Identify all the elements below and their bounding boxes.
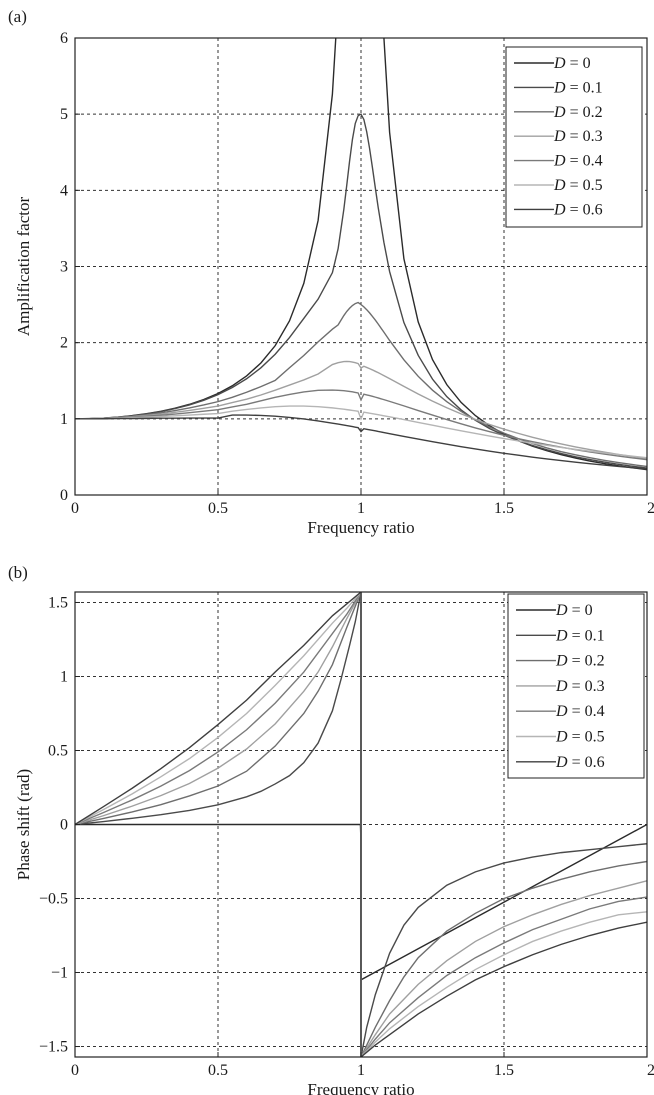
legend-entry: D = 0.1 — [553, 79, 603, 96]
y-tick-label: 2 — [60, 335, 68, 352]
y-tick-label: 0 — [60, 487, 68, 504]
x-tick-label: 2 — [647, 500, 654, 517]
series-line-d-0-3 — [75, 592, 647, 1057]
legend-entry: D = 0.4 — [555, 703, 605, 720]
legend-entry: D = 0.3 — [553, 128, 603, 145]
legend-entry-symbol: D — [553, 104, 566, 121]
series-line-d-0-6 — [75, 414, 647, 470]
y-axis-label: Phase shift (rad) — [14, 769, 33, 880]
legend-entry-symbol: D — [553, 55, 566, 72]
series-group — [75, 592, 647, 1057]
legend-entry-value: = 0.1 — [566, 79, 603, 96]
legend-entry-value: = 0.6 — [568, 754, 605, 771]
y-tick-label: 5 — [60, 106, 68, 123]
legend-entry-symbol: D — [555, 602, 568, 619]
x-axis-label: Frequency ratio — [307, 518, 414, 537]
legend-entry-value: = 0.5 — [566, 177, 603, 194]
legend-entry-symbol: D — [555, 627, 568, 644]
y-tick-label: −0.5 — [39, 891, 68, 908]
legend-entry-symbol: D — [553, 201, 566, 218]
legend-entry: D = 0 — [555, 602, 593, 619]
series-line-d-0-6 — [75, 592, 647, 1057]
legend-entry-symbol: D — [555, 703, 568, 720]
y-tick-label: 1.5 — [48, 594, 68, 611]
legend-entry-symbol: D — [555, 678, 568, 695]
legend-entry-value: = 0.3 — [566, 128, 603, 145]
legend-entry-symbol: D — [555, 729, 568, 746]
x-tick-label: 0 — [71, 1062, 79, 1079]
x-tick-label: 0.5 — [208, 1062, 228, 1079]
legend: D = 0D = 0.1D = 0.2D = 0.3D = 0.4D = 0.5… — [505, 46, 643, 228]
legend-entry-value: = 0 — [566, 55, 591, 72]
legend-entry: D = 0 — [553, 55, 591, 72]
legend-entry: D = 0.2 — [555, 653, 605, 670]
panel-label: (b) — [8, 563, 28, 582]
legend-entry-value: = 0.5 — [568, 729, 605, 746]
legend-entry-symbol: D — [555, 653, 568, 670]
legend-entry: D = 0.2 — [553, 104, 603, 121]
y-tick-label: −1.5 — [39, 1039, 68, 1056]
y-tick-label: 0 — [60, 817, 68, 834]
legend-entry: D = 0.5 — [555, 729, 605, 746]
legend-entry-symbol: D — [553, 177, 566, 194]
legend-entry-symbol: D — [553, 128, 566, 145]
series-line-d-0-5 — [75, 405, 647, 459]
x-tick-label: 0 — [71, 500, 79, 517]
y-axis-label: Amplification factor — [14, 197, 33, 337]
legend-box — [505, 46, 643, 228]
legend-entry-value: = 0.2 — [568, 653, 605, 670]
series-line-d-0-1 — [75, 592, 647, 1057]
legend-entry: D = 0.6 — [553, 201, 603, 218]
legend-entry: D = 0.3 — [555, 678, 605, 695]
series-line-d-0-4 — [75, 389, 647, 461]
x-tick-label: 1.5 — [494, 1062, 514, 1079]
legend-entry: D = 0.5 — [553, 177, 603, 194]
legend-entry-value: = 0.6 — [566, 201, 603, 218]
x-tick-label: 0.5 — [208, 500, 228, 517]
legend-entry-symbol: D — [553, 153, 566, 170]
legend-entry: D = 0.1 — [555, 627, 605, 644]
legend-entry-value: = 0.4 — [568, 703, 605, 720]
legend: D = 0D = 0.1D = 0.2D = 0.3D = 0.4D = 0.5… — [507, 593, 645, 779]
legend-entry-value: = 0 — [568, 602, 593, 619]
series-group — [75, 38, 647, 471]
x-tick-label: 1.5 — [494, 500, 514, 517]
legend-entry: D = 0.6 — [555, 754, 605, 771]
y-tick-label: 0.5 — [48, 742, 68, 759]
legend-entry-value: = 0.3 — [568, 678, 605, 695]
x-tick-label: 1 — [357, 500, 365, 517]
y-tick-label: −1 — [51, 965, 68, 982]
x-tick-label: 2 — [647, 1062, 654, 1079]
x-tick-label: 1 — [357, 1062, 365, 1079]
legend-entry-value: = 0.1 — [568, 627, 605, 644]
panel-label: (a) — [8, 7, 27, 26]
y-tick-label: 4 — [60, 182, 68, 199]
chart-panel-b: (b) 0 0.5 1 1.5 2 1.5 1 0.5 0 −0.5 −1 −1.5 Frequency … — [8, 563, 654, 1095]
legend-entry-symbol: D — [553, 79, 566, 96]
legend-entry-value: = 0.4 — [566, 153, 603, 170]
y-tick-label: 1 — [60, 668, 68, 685]
x-axis-label: Frequency ratio — [307, 1080, 414, 1095]
chart-panel-a: (a) 0 0.5 1 1.5 2 0 1 2 3 4 5 6 Frequency ratio Amplif… — [8, 7, 654, 537]
y-tick-label: 6 — [60, 30, 68, 47]
y-tick-label: 3 — [60, 259, 68, 276]
series-line-d-0-3 — [75, 360, 647, 460]
legend-entry-symbol: D — [555, 754, 568, 771]
legend-entry: D = 0.4 — [553, 153, 603, 170]
legend-entry-value: = 0.2 — [566, 104, 603, 121]
y-tick-label: 1 — [60, 411, 68, 428]
